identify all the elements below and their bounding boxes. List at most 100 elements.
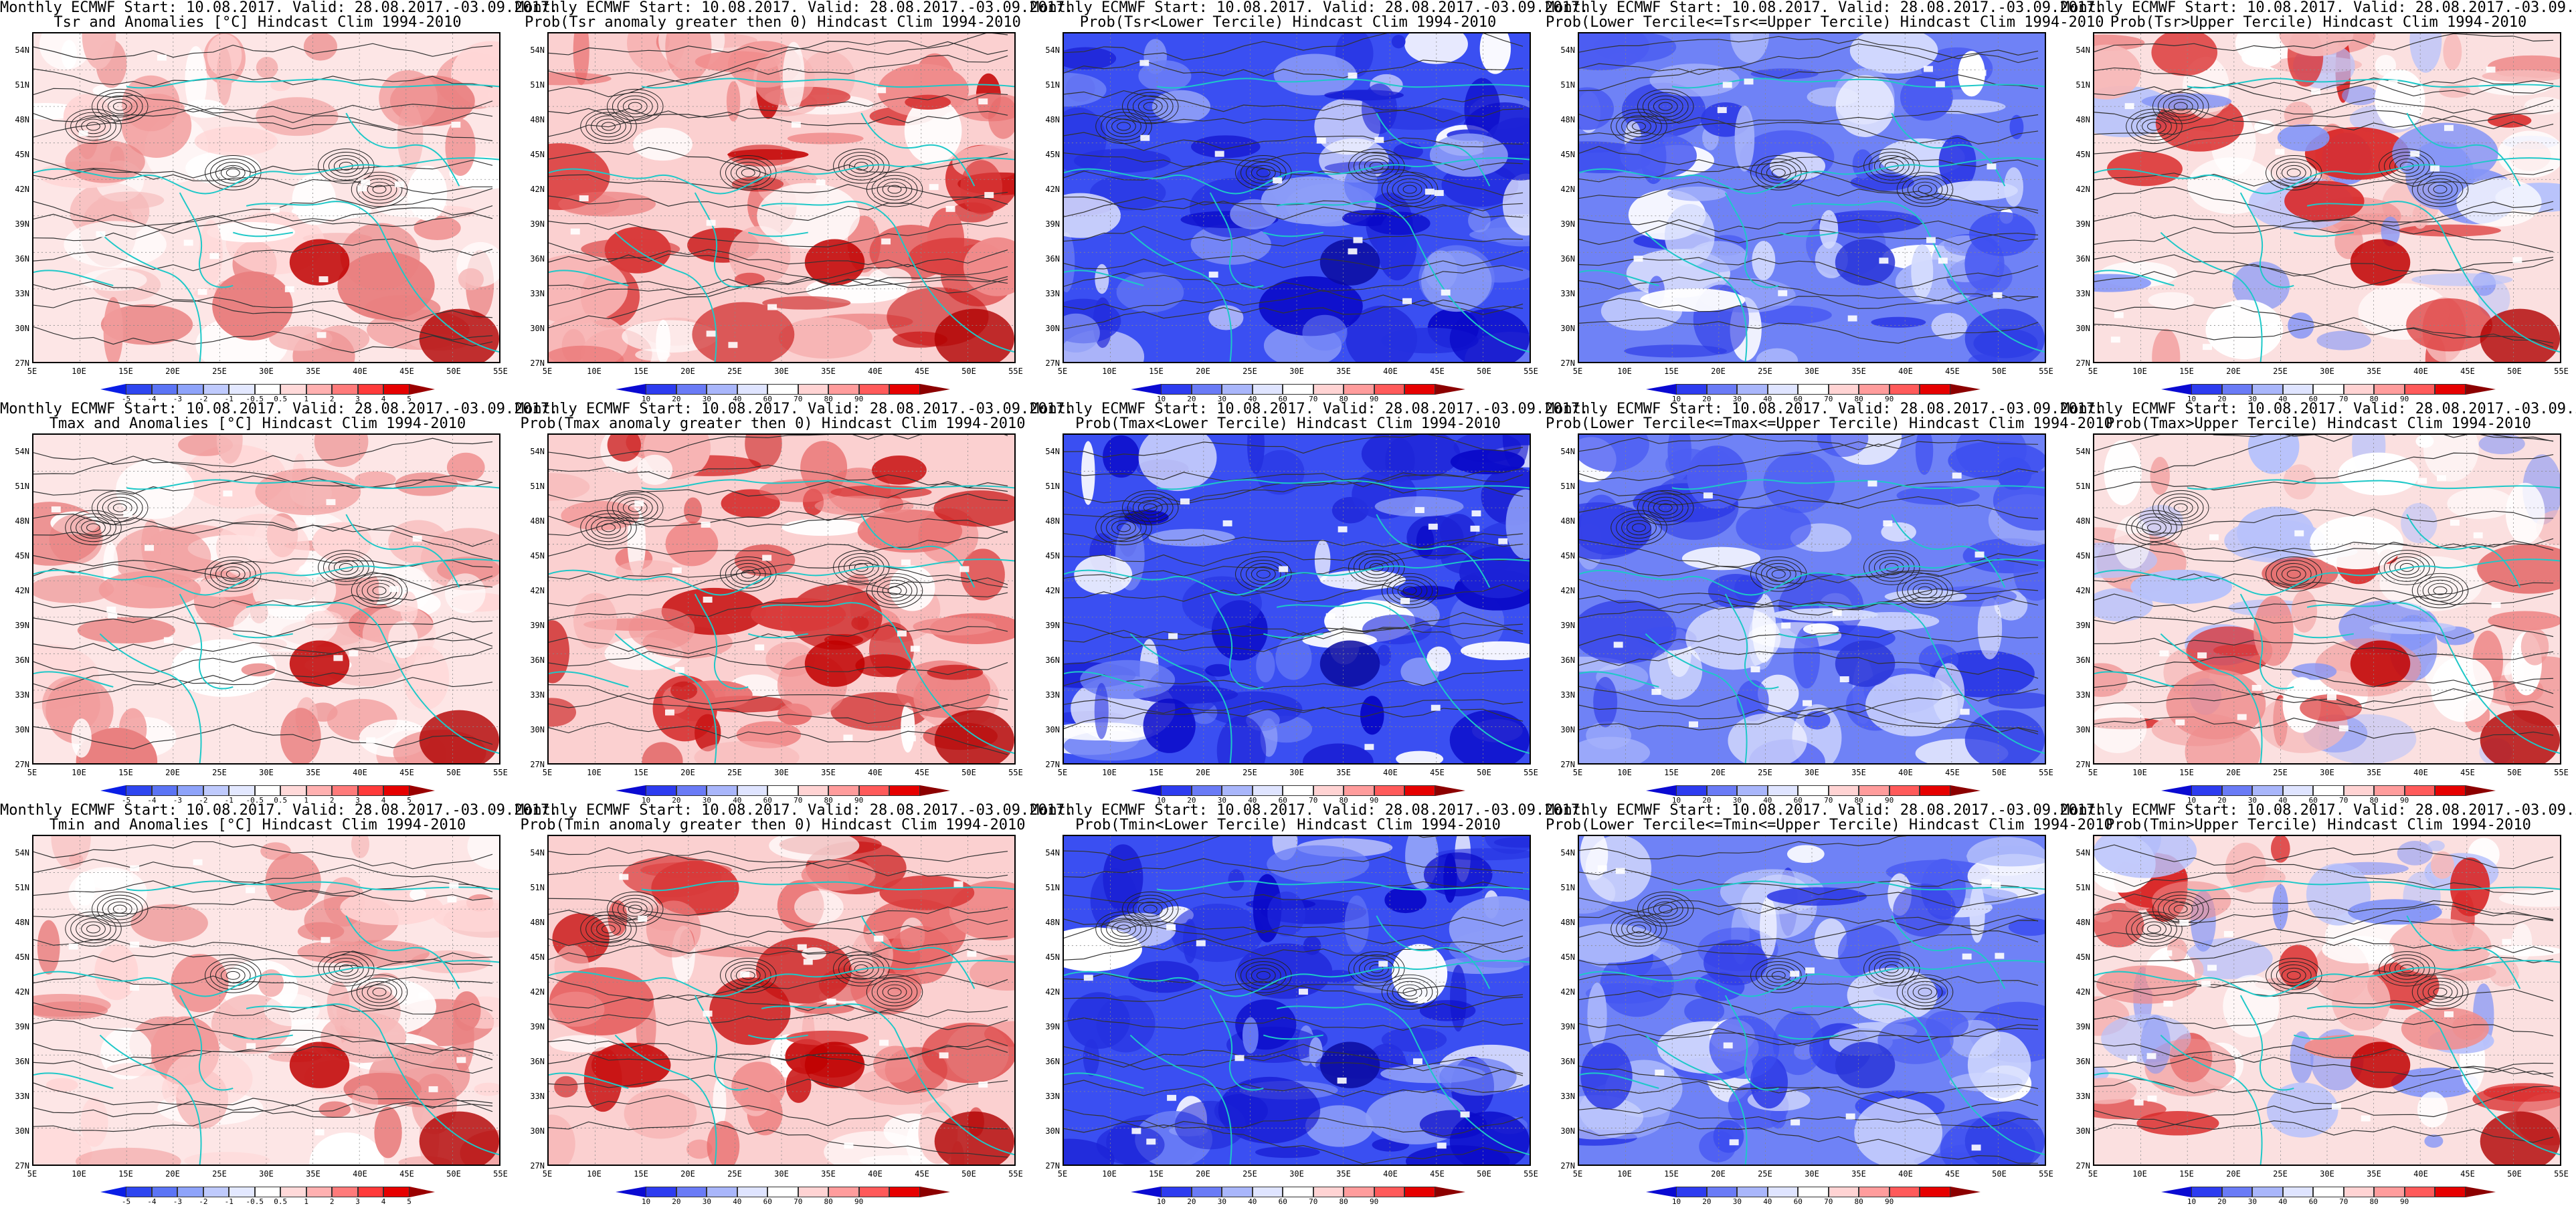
lat-label: 33N bbox=[1560, 1092, 1575, 1101]
lat-label: 51N bbox=[15, 80, 29, 90]
colorbar-segment bbox=[1313, 384, 1344, 395]
colorbar-label: 40 bbox=[1763, 796, 1772, 805]
lon-label: 5E bbox=[27, 1169, 37, 1179]
colorbar-segment bbox=[2221, 384, 2253, 395]
colorbar-segment bbox=[2435, 785, 2466, 796]
lat-label: 51N bbox=[2076, 482, 2090, 491]
colorbar-label: -4 bbox=[147, 1197, 157, 1206]
lon-label: 10E bbox=[1102, 768, 1117, 777]
colorbar bbox=[1131, 1187, 1465, 1197]
colorbar-end-low bbox=[100, 384, 126, 395]
lat-label: 27N bbox=[530, 760, 545, 769]
colorbar-label: 80 bbox=[1854, 1197, 1863, 1206]
colorbar-label: 80 bbox=[824, 1197, 833, 1206]
colorbar-label: 30 bbox=[1217, 796, 1226, 805]
lat-label: 27N bbox=[1045, 359, 1060, 368]
lon-label: 55E bbox=[493, 1169, 508, 1179]
lon-label: 40E bbox=[868, 367, 883, 376]
colorbar-label: -4 bbox=[147, 395, 157, 403]
lat-label: 39N bbox=[15, 621, 29, 630]
lat-label: 36N bbox=[1560, 656, 1575, 665]
colorbar-label: -3 bbox=[173, 1197, 182, 1206]
colorbar-segment bbox=[1767, 384, 1799, 395]
colorbar-segment bbox=[306, 1187, 333, 1197]
map-panel-tmin-upper: Monthly ECMWF Start: 10.08.2017. Valid: … bbox=[2061, 802, 2576, 1206]
map-panel-tmin-lower: Monthly ECMWF Start: 10.08.2017. Valid: … bbox=[1030, 803, 1588, 1206]
lat-label: 36N bbox=[1560, 1057, 1575, 1066]
colorbar-segment bbox=[383, 1187, 409, 1197]
lat-label: 36N bbox=[530, 1057, 545, 1066]
panel-title-line1: Monthly ECMWF Start: 10.08.2017. Valid: … bbox=[1546, 802, 2104, 819]
lat-label: 27N bbox=[1560, 359, 1575, 368]
lon-label: 15E bbox=[118, 768, 133, 777]
colorbar-label: 70 bbox=[2339, 395, 2349, 403]
colorbar-label: 70 bbox=[1309, 1197, 1318, 1206]
colorbar-label: -2 bbox=[199, 796, 208, 805]
colorbar-segment bbox=[332, 384, 358, 395]
lat-label: 33N bbox=[1560, 289, 1575, 298]
map-field bbox=[1579, 836, 2045, 1165]
colorbar-label: 60 bbox=[1793, 1197, 1803, 1206]
lon-label: 40E bbox=[1898, 768, 1913, 777]
lat-label: 33N bbox=[15, 1092, 29, 1101]
colorbar-end-high bbox=[409, 785, 435, 796]
lat-label: 42N bbox=[15, 586, 29, 595]
colorbar-end-high bbox=[919, 785, 950, 796]
lon-label: 10E bbox=[1617, 1169, 1632, 1179]
colorbar-segment bbox=[889, 785, 920, 796]
lat-label: 30N bbox=[530, 1126, 545, 1136]
colorbar-segment bbox=[2252, 785, 2283, 796]
colorbar-label: 20 bbox=[672, 1197, 681, 1206]
colorbar-segment bbox=[1374, 785, 1405, 796]
colorbar-segment bbox=[828, 1187, 859, 1197]
lon-label: 30E bbox=[1289, 367, 1304, 376]
colorbar-segment bbox=[2404, 1187, 2435, 1197]
lat-label: 33N bbox=[530, 1092, 545, 1101]
colorbar-label: 5 bbox=[407, 796, 411, 805]
panel-title-line1: Monthly ECMWF Start: 10.08.2017. Valid: … bbox=[515, 802, 1074, 819]
colorbar-label: -1 bbox=[224, 1197, 234, 1206]
colorbar-segment bbox=[737, 785, 768, 796]
lat-label: 36N bbox=[15, 254, 29, 264]
map-panel-tmax-upper: Monthly ECMWF Start: 10.08.2017. Valid: … bbox=[2061, 401, 2576, 805]
colorbar-segment bbox=[229, 1187, 255, 1197]
lon-label: 20E bbox=[2226, 367, 2241, 376]
colorbar-label: 30 bbox=[702, 796, 711, 805]
lon-label: 40E bbox=[1383, 768, 1398, 777]
panel-title-line1: Monthly ECMWF Start: 10.08.2017. Valid: … bbox=[2061, 802, 2576, 819]
panel-title-line2: Tsr and Anomalies [°C] Hindcast Clim 199… bbox=[54, 14, 462, 31]
colorbar-label: 20 bbox=[2217, 1197, 2227, 1206]
lon-label: 30E bbox=[774, 768, 789, 777]
colorbar-segment bbox=[2313, 384, 2344, 395]
lat-label: 54N bbox=[530, 45, 545, 55]
colorbar-segment bbox=[1313, 1187, 1344, 1197]
colorbar-label: 20 bbox=[1187, 1197, 1196, 1206]
lon-label: 30E bbox=[2320, 367, 2334, 376]
lat-label: 27N bbox=[15, 760, 29, 769]
lat-label: 36N bbox=[1045, 254, 1060, 264]
colorbar-label: 40 bbox=[733, 1197, 742, 1206]
colorbar-segment bbox=[383, 384, 409, 395]
colorbar-segment bbox=[1767, 785, 1799, 796]
colorbar-label: 80 bbox=[824, 395, 833, 403]
lon-label: 55E bbox=[2554, 1169, 2569, 1179]
lat-label: 48N bbox=[1045, 516, 1060, 526]
lon-label: 50E bbox=[446, 367, 461, 376]
colorbar-segment bbox=[828, 785, 859, 796]
colorbar-segment bbox=[858, 384, 890, 395]
lat-label: 27N bbox=[2076, 760, 2090, 769]
colorbar-segment bbox=[828, 384, 859, 395]
colorbar-segment bbox=[280, 785, 306, 796]
lon-label: 20E bbox=[1711, 367, 1726, 376]
lat-label: 42N bbox=[2076, 987, 2090, 997]
lat-label: 27N bbox=[530, 359, 545, 368]
colorbar-end-low bbox=[1646, 384, 1676, 395]
lat-label: 45N bbox=[15, 551, 29, 561]
colorbar-segment bbox=[1737, 1187, 1768, 1197]
lon-label: 15E bbox=[118, 367, 133, 376]
lon-label: 15E bbox=[2179, 367, 2194, 376]
colorbar-label: 5 bbox=[407, 1197, 411, 1206]
lon-label: 20E bbox=[680, 367, 695, 376]
lon-label: 50E bbox=[961, 1169, 976, 1179]
colorbar-label: 4 bbox=[381, 796, 386, 805]
